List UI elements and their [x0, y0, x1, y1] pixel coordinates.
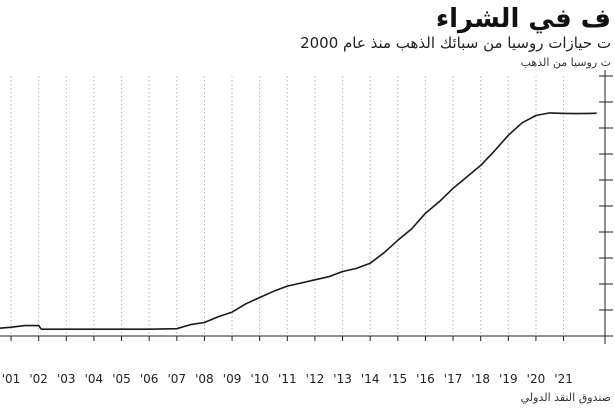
x-tick-label-18: '19 — [499, 372, 518, 386]
horizontal-gridlines — [599, 75, 613, 337]
series-line-0 — [0, 112, 597, 330]
x-tick-label-7: '08 — [195, 372, 214, 386]
unit-label: ت روسيا من الذهب — [520, 56, 611, 69]
chart-title: ف في الشراء — [435, 4, 611, 34]
x-axis-ticks: '01 '02 '03 '04 '05 '06 '07 '08 '09 '10 '11 '12 '13 '… — [2, 336, 573, 386]
x-tick-label-17: '18 — [471, 372, 490, 386]
source-note: صندوق النقد الدولي — [520, 391, 611, 404]
x-tick-label-8: '09 — [223, 372, 242, 386]
x-tick-label-13: '14 — [361, 372, 380, 386]
x-tick-label-5: '06 — [140, 372, 159, 386]
x-tick-label-6: '07 — [168, 372, 187, 386]
x-tick-label-11: '12 — [306, 372, 325, 386]
chart-subtitle: ت حيازات روسيا من سبائك الذهب منذ عام 20… — [300, 34, 611, 52]
x-tick-label-10: '11 — [278, 372, 297, 386]
x-tick-label-19: '20 — [527, 372, 546, 386]
x-tick-label-12: '13 — [333, 372, 352, 386]
x-tick-label-9: '10 — [250, 372, 269, 386]
x-tick-label-2: '03 — [57, 372, 76, 386]
x-tick-label-0: '01 — [2, 372, 21, 386]
x-tick-label-14: '15 — [389, 372, 408, 386]
grid-lines — [10, 76, 565, 336]
series-group — [0, 112, 597, 330]
x-tick-label-20: '21 — [554, 372, 573, 386]
x-tick-label-16: '17 — [444, 372, 463, 386]
x-tick-label-4: '05 — [112, 372, 131, 386]
x-tick-label-3: '04 — [85, 372, 104, 386]
x-axis — [0, 70, 606, 344]
x-tick-label-15: '16 — [416, 372, 435, 386]
x-tick-label-1: '02 — [29, 372, 48, 386]
